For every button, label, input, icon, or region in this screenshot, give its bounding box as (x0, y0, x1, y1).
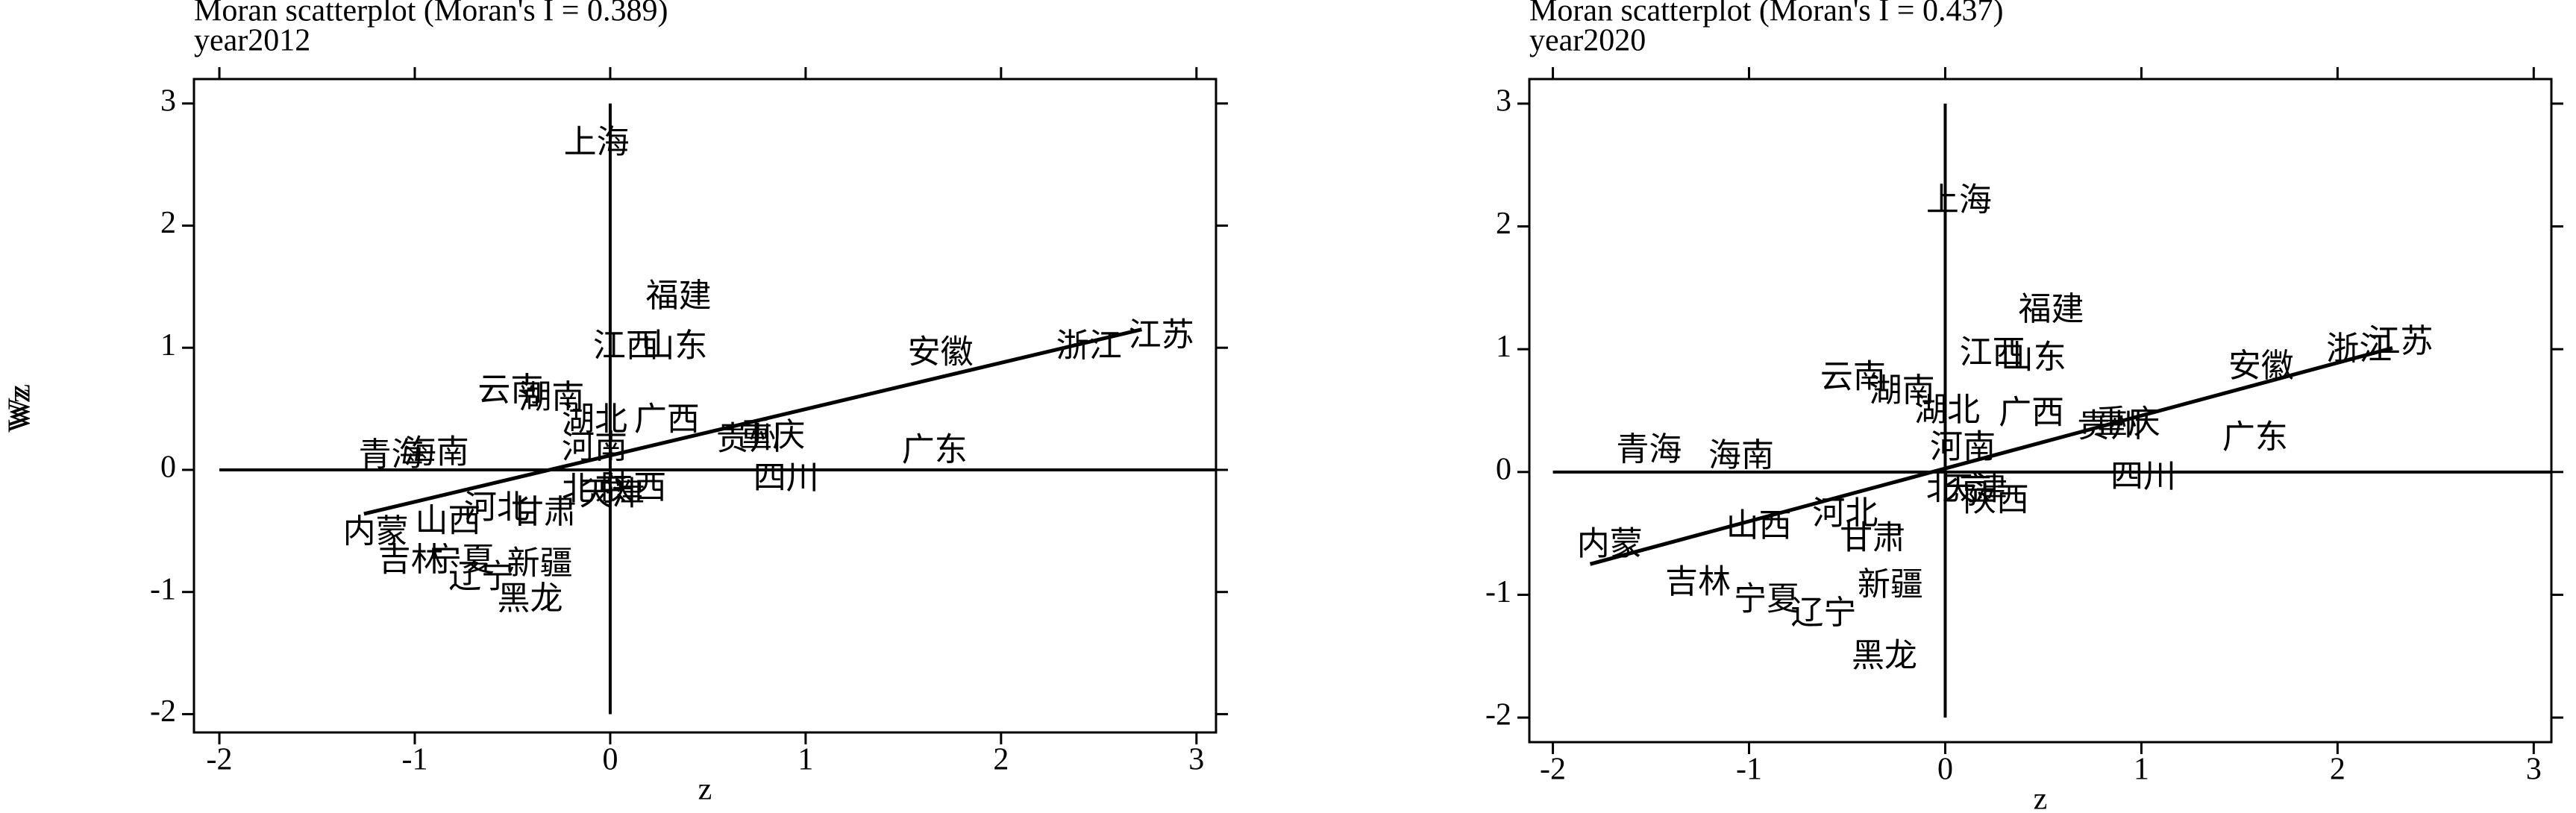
point-label: 贵州 (2077, 407, 2143, 445)
point-label: 河北 (1812, 494, 1878, 532)
point-label: 湖北 (1914, 391, 1980, 429)
point-label: 陕西 (601, 468, 666, 506)
plot-frame (1528, 78, 2553, 744)
y-tick-label: 1 (1496, 330, 1511, 364)
x-axis-label: z (2034, 782, 2048, 813)
y-tick-label: 2 (1496, 207, 1511, 241)
x-tick-label: -1 (402, 743, 428, 777)
chart-subtitle: year2020 (1529, 24, 1646, 58)
y-tick-label: 2 (160, 206, 176, 240)
fit-line (1589, 346, 2393, 566)
y-tick-label: -2 (1485, 698, 1511, 732)
x-tick-label: 0 (602, 743, 618, 777)
x-tick-label: 2 (993, 743, 1009, 777)
point-label: 四川 (2110, 457, 2176, 495)
x-tick-label: 1 (797, 743, 813, 777)
point-label: 安徽 (2228, 347, 2294, 385)
point-label: 广西 (634, 400, 700, 438)
point-label: 黑龙 (498, 580, 563, 618)
point-label: 宁夏 (1734, 580, 1799, 618)
point-label: 陕西 (1964, 480, 2029, 518)
point-label: 甘肃 (511, 493, 577, 531)
point-label: 广东 (902, 430, 968, 468)
x-tick-label: 0 (1937, 753, 1953, 787)
x-tick-label: 2 (2330, 753, 2345, 787)
y-tick-label: -1 (150, 572, 176, 606)
y-tick-label: 1 (160, 328, 176, 362)
point-label: 云南 (1820, 358, 1886, 396)
x-tick-label: 3 (1188, 743, 1204, 777)
y-tick-label: 0 (1496, 452, 1511, 486)
point-label: 北京 (1926, 470, 1992, 508)
x-tick-label: -2 (1540, 753, 1566, 787)
y-axis-label: Wz (3, 389, 37, 432)
y-tick-label: -2 (150, 694, 176, 729)
point-label: 天津 (580, 474, 645, 512)
point-label: 天津 (1942, 470, 2008, 508)
point-label: 青海 (1616, 430, 1682, 468)
panel: Moran scatterplot (Moran's I = 0.437)yea… (3, 0, 2563, 813)
point-label: 江苏 (2368, 322, 2434, 360)
point-label: 广西 (1999, 393, 2064, 431)
x-axis-label: z (698, 773, 712, 807)
point-label: 江苏 (1129, 316, 1194, 354)
point-label: 重庆 (739, 416, 805, 454)
point-label: 海南 (1708, 436, 1774, 474)
point-label: 福建 (2018, 290, 2084, 328)
x-tick-label: -1 (1736, 753, 1762, 787)
y-tick-label: 0 (160, 451, 176, 485)
point-label: 吉林 (1665, 563, 1731, 601)
point-label: 湖北 (562, 400, 627, 438)
y-axis-label: Wz (3, 384, 37, 427)
point-label: 黑龙 (1852, 636, 1917, 674)
point-label: 青海 (359, 436, 424, 474)
point-label: 甘肃 (1840, 518, 1905, 556)
point-label: 安徽 (908, 333, 974, 371)
chart-title: Moran scatterplot (Moran's I = 0.437) (1529, 0, 2003, 28)
chart-title: Moran scatterplot (Moran's I = 0.389) (194, 0, 668, 28)
point-label: 山西 (416, 501, 481, 539)
point-label: 四川 (753, 459, 819, 497)
point-label: 浙江 (2326, 330, 2392, 368)
plot-frame (192, 78, 1218, 734)
point-label: 河南 (1930, 428, 1996, 466)
point-label: 山东 (642, 327, 707, 365)
point-label: 湖南 (1870, 371, 1935, 409)
chart-subtitle: year2012 (194, 24, 310, 58)
point-label: 辽宁 (1790, 594, 1856, 632)
point-label: 福建 (646, 277, 712, 315)
y-tick-label: 3 (1496, 84, 1511, 119)
point-label: 上海 (564, 123, 630, 161)
point-label: 浙江 (1056, 327, 1122, 365)
point-label: 辽宁 (448, 558, 514, 596)
point-label: 上海 (1926, 181, 1992, 219)
point-label: 新疆 (507, 544, 573, 583)
point-label: 山东 (2001, 338, 2066, 376)
point-label: 广东 (2222, 418, 2288, 456)
point-label: 江西 (1960, 333, 2025, 371)
point-label: 江西 (593, 327, 659, 365)
point-label: 河北 (464, 488, 530, 526)
x-tick-label: -2 (207, 743, 233, 777)
y-tick-label: -1 (1485, 575, 1511, 609)
x-tick-label: 1 (2134, 753, 2149, 787)
point-label: 湖南 (518, 378, 584, 416)
point-label: 新疆 (1858, 565, 1923, 603)
fit-line (363, 327, 1143, 516)
x-tick-label: 3 (2526, 753, 2542, 787)
panel: Moran scatterplot (Moran's I = 0.389)yea… (3, 0, 1228, 807)
y-tick-label: 3 (160, 84, 176, 118)
point-label: 内蒙 (343, 512, 409, 550)
point-label: 北京 (562, 470, 627, 508)
point-label: 海南 (404, 433, 469, 471)
point-label: 重庆 (2095, 404, 2160, 442)
point-label: 云南 (477, 371, 543, 409)
point-label: 内蒙 (1577, 525, 1643, 563)
point-label: 贵州 (716, 420, 782, 458)
point-label: 宁夏 (429, 541, 495, 579)
point-label: 吉林 (378, 541, 444, 579)
point-label: 山西 (1726, 506, 1792, 544)
point-label: 河南 (562, 428, 627, 466)
